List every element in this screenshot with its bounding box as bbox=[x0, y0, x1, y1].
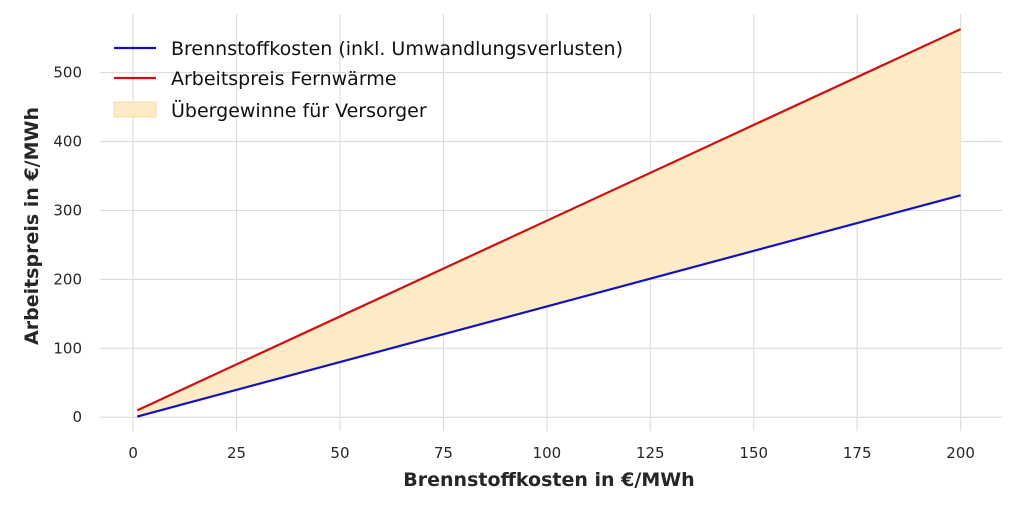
x-tick-label: 75 bbox=[434, 444, 453, 462]
x-tick-label: 50 bbox=[330, 444, 349, 462]
legend-label-brennstoffkosten: Brennstoffkosten (inkl. Umwandlungsverlu… bbox=[171, 38, 623, 60]
legend-label-arbeitspreis: Arbeitspreis Fernwärme bbox=[171, 68, 397, 90]
x-tick-label: 175 bbox=[843, 444, 872, 462]
legend-swatch-uebergewinne bbox=[113, 101, 157, 118]
x-axis-title: Brennstoffkosten in €/MWh bbox=[403, 469, 694, 491]
y-tick-label: 100 bbox=[53, 339, 82, 357]
y-tick-label: 0 bbox=[72, 408, 82, 426]
x-tick-label: 200 bbox=[946, 444, 975, 462]
legend-label-uebergewinne: Übergewinne für Versorger bbox=[171, 99, 427, 122]
tick-labels: 0 25 50 75 100 125 150 175 200 0 100 200 300 400 500 bbox=[53, 64, 975, 462]
y-tick-label: 300 bbox=[53, 201, 82, 219]
series-line-brennstoffkosten bbox=[136, 194, 961, 418]
y-axis-title: Arbeitspreis in €/MWh bbox=[21, 107, 43, 345]
x-tick-label: 100 bbox=[533, 444, 562, 462]
y-tick-label: 200 bbox=[53, 270, 82, 288]
y-tick-label: 500 bbox=[53, 64, 82, 82]
legend: Brennstoffkosten (inkl. Umwandlungsverlu… bbox=[113, 38, 623, 122]
x-tick-label: 0 bbox=[128, 444, 138, 462]
y-tick-label: 400 bbox=[53, 133, 82, 151]
x-tick-label: 125 bbox=[636, 444, 665, 462]
x-tick-label: 25 bbox=[227, 444, 246, 462]
fill-area-layer bbox=[137, 29, 961, 417]
x-tick-label: 150 bbox=[739, 444, 768, 462]
series-line-arbeitspreis bbox=[136, 28, 962, 412]
fill-area-uebergewinne bbox=[137, 29, 961, 417]
series-lines bbox=[136, 28, 962, 418]
